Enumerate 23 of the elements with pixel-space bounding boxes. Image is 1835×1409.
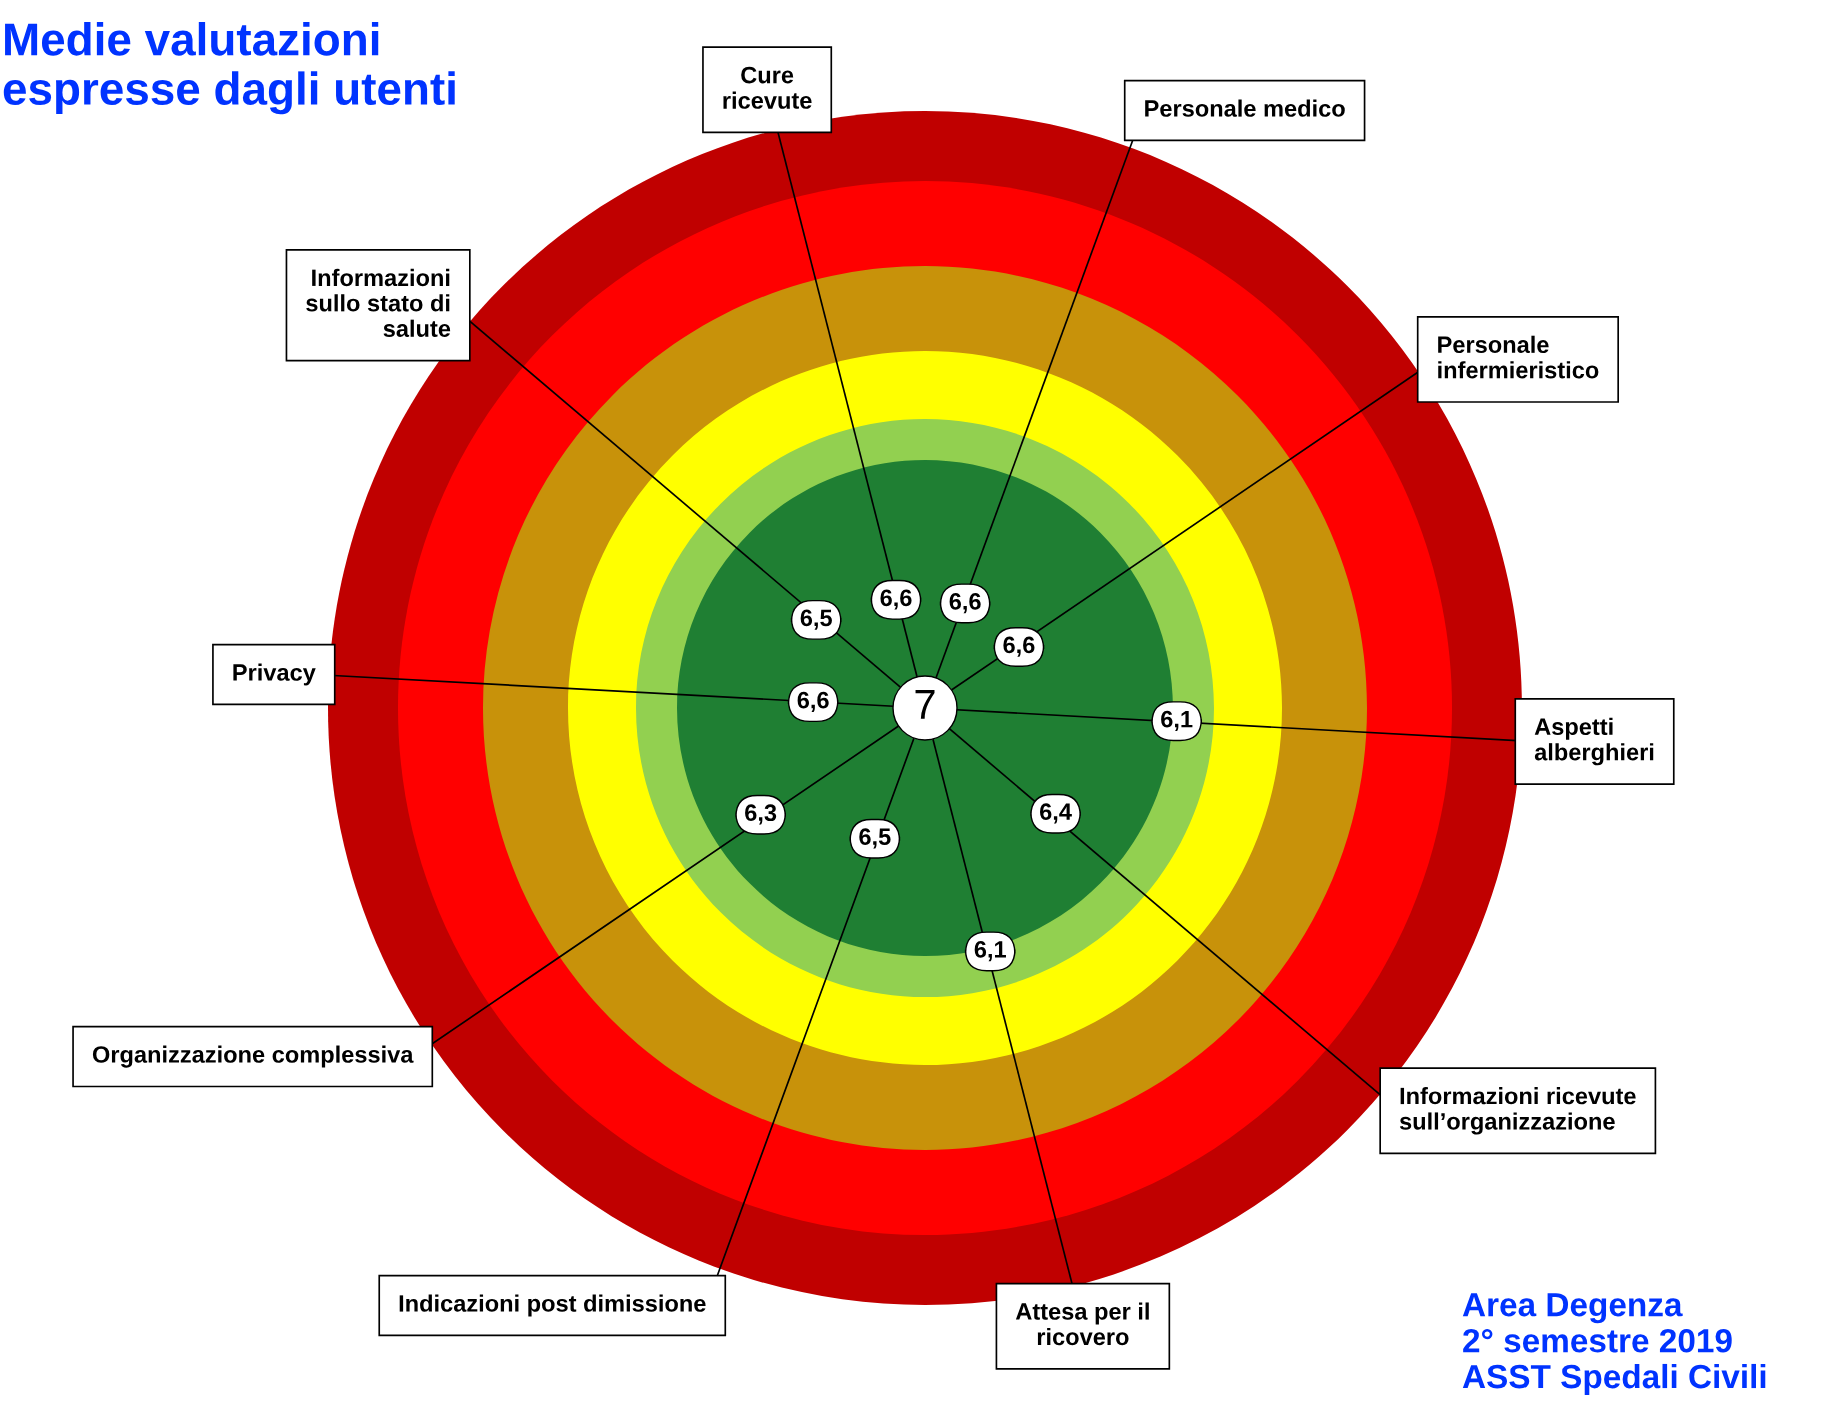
data-label: 6,1 [974, 941, 1006, 962]
category-label: Personale medico [1145, 99, 1345, 117]
data-label: 6,6 [1003, 636, 1035, 657]
data-label: 6,5 [859, 828, 891, 849]
text: 7 [915, 690, 935, 719]
text: Area Degenza 2° semestre 2019 ASST Spedali Civili [1462, 1293, 1766, 1395]
category-label: Organizzazione complessiva [92, 1045, 414, 1068]
category-label: Indicazioni post dimissione [399, 1294, 706, 1317]
category-label: Informazioni sullo stato di salute [306, 268, 451, 338]
data-label: 6,6 [880, 589, 912, 610]
data-label: 6,1 [1161, 710, 1193, 731]
data-label: 6,6 [949, 593, 981, 614]
category-label: Privacy [233, 663, 316, 686]
data-label: 6,5 [800, 609, 832, 630]
data-label: 6,3 [745, 804, 777, 825]
category-label: Attesa per il ricovero [1015, 1302, 1149, 1346]
category-label: Aspetti alberghieri [1534, 717, 1654, 766]
category-label: Cure ricevute [723, 66, 812, 109]
category-label: Personale infermieristico [1438, 335, 1599, 379]
data-label: 6,6 [797, 691, 829, 712]
category-label: Informazioni ricevute sull’organizzazione [1399, 1086, 1636, 1135]
data-label: 6,4 [1040, 803, 1072, 824]
text: Medie valutazioni espresse dagli utenti [3, 22, 455, 115]
